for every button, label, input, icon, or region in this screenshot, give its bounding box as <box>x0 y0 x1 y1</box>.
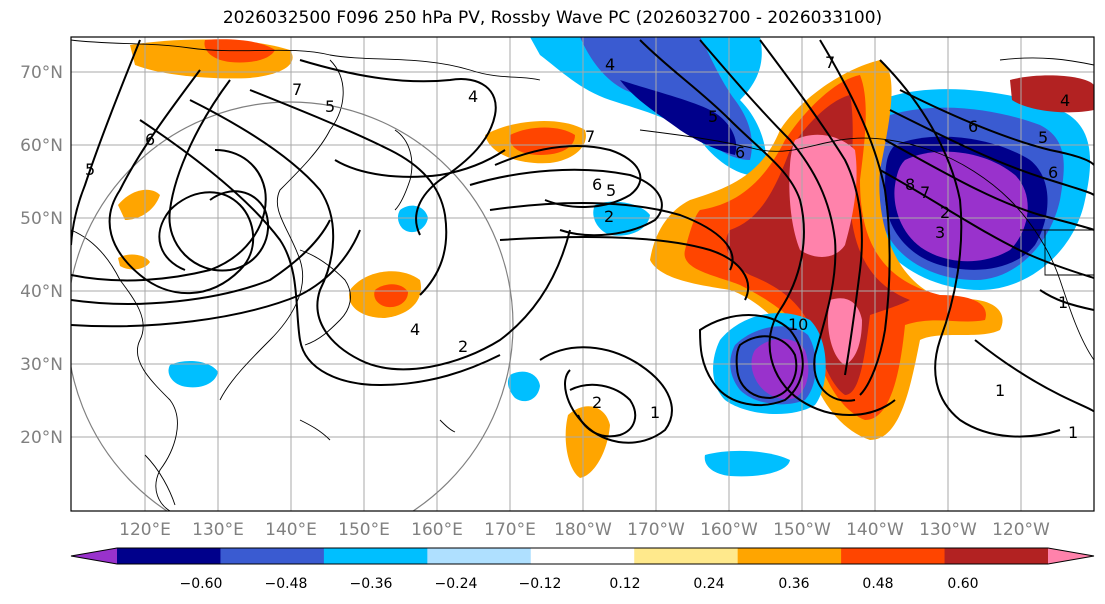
lon-label-160w: 160°W <box>700 520 758 540</box>
contour-label: 1 <box>650 403 660 422</box>
lon-label-140e: 140°E <box>265 520 317 540</box>
colorbar-segment <box>220 548 325 564</box>
colorbar-segment <box>530 548 635 564</box>
colorbar-tick-label: 0.24 <box>693 576 724 592</box>
longitude-labels: 120°E 130°E 140°E 150°E 160°E 170°E 180°… <box>119 520 1050 540</box>
reference-circle <box>71 101 514 511</box>
contour-label: 4 <box>605 55 615 74</box>
positive-anomaly-far-east <box>1010 75 1094 113</box>
contour-labels: 5 6 7 5 4 7 6 5 2 4 2 1 2 1 4 5 6 7 10 8 <box>85 53 1078 442</box>
lon-label-170w: 170°W <box>627 520 685 540</box>
negative-anomaly-japan-small <box>397 205 428 233</box>
lon-label-120w: 120°W <box>992 520 1050 540</box>
colorbar-tick-label: −0.48 <box>265 576 308 592</box>
contour-label: 5 <box>1038 128 1048 147</box>
contour-label: 6 <box>968 117 978 136</box>
contour-label: 5 <box>325 97 335 116</box>
negative-anomaly-east-small <box>704 450 790 477</box>
contour-label: 5 <box>606 181 616 200</box>
lon-label-170e: 170°E <box>484 520 536 540</box>
lat-label-20n: 20°N <box>20 428 63 448</box>
contour-label: 7 <box>292 80 302 99</box>
colorbar-extend-low <box>71 548 117 564</box>
contour-label: 2 <box>592 393 602 412</box>
latitude-labels: 70°N 60°N 50°N 40°N 30°N 20°N <box>20 63 63 448</box>
contour-label: 1 <box>1058 293 1068 312</box>
lon-label-130w: 130°W <box>919 520 977 540</box>
colorbar-tick-label: 0.48 <box>862 576 893 592</box>
contour-label: 4 <box>468 87 478 106</box>
colorbar-tick-labels: −0.60 −0.48 −0.36 −0.24 −0.12 0.12 0.24 … <box>180 576 979 592</box>
contour-label: 7 <box>585 127 595 146</box>
contour-label: 4 <box>1060 91 1070 110</box>
lon-label-150e: 150°E <box>338 520 390 540</box>
colorbar-tick-label: −0.12 <box>519 576 562 592</box>
negative-anomaly-south-small <box>507 371 540 402</box>
negative-anomaly-north-center-core <box>620 80 737 155</box>
contour-label: 3 <box>935 223 945 242</box>
lon-label-130e: 130°E <box>192 520 244 540</box>
colorbar-tick-label: −0.60 <box>180 576 223 592</box>
contour-label: 7 <box>825 53 835 72</box>
colorbar-tick-label: 0.36 <box>778 576 809 592</box>
map-panel: 5 6 7 5 4 7 6 5 2 4 2 1 2 1 4 5 6 7 10 8 <box>70 36 1095 512</box>
negative-anomaly-pacific-small <box>593 201 650 236</box>
positive-anomaly-central-core <box>789 134 857 257</box>
colorbar-outline <box>70 547 1095 565</box>
negative-anomaly-west-small <box>168 360 218 388</box>
contour-label: 1 <box>1068 423 1078 442</box>
colorbar-segment <box>323 548 428 564</box>
colorbar-segment <box>841 548 946 564</box>
contour-label: 5 <box>85 160 95 179</box>
contour-label: 6 <box>145 130 155 149</box>
positive-anomaly-sw-small <box>118 254 150 270</box>
colorbar-tick-label: −0.24 <box>435 576 478 592</box>
colorbar <box>70 547 1095 565</box>
contour-label: 2 <box>604 207 614 226</box>
lon-label-120e: 120°E <box>119 520 171 540</box>
contour-label: 8 <box>905 175 915 194</box>
pv-shading <box>118 37 1094 478</box>
map-frame <box>70 36 1095 512</box>
colorbar-segment <box>634 548 739 564</box>
positive-anomaly-japan-core <box>374 284 408 308</box>
pv-contours <box>71 39 1094 444</box>
contour-label: 6 <box>592 175 602 194</box>
contour-label: 6 <box>1048 163 1058 182</box>
positive-anomaly-pacific-north-core <box>509 127 575 155</box>
contour-label: 1 <box>995 381 1005 400</box>
colorbar-tick-label: 0.60 <box>947 576 978 592</box>
colorbar-segment <box>427 548 532 564</box>
contour-label: 2 <box>940 203 950 222</box>
contour-label: 4 <box>410 320 420 339</box>
contour-label: 5 <box>708 107 718 126</box>
lon-label-160e: 160°E <box>411 520 463 540</box>
lat-label-40n: 40°N <box>20 282 63 302</box>
colorbar-segment <box>737 548 842 564</box>
lat-label-30n: 30°N <box>20 355 63 375</box>
lat-label-70n: 70°N <box>20 63 63 83</box>
colorbar-segment <box>944 548 1049 564</box>
lat-label-60n: 60°N <box>20 136 63 156</box>
colorbar-segment <box>117 548 221 564</box>
colorbar-tick-label: −0.36 <box>350 576 393 592</box>
positive-anomaly-south-pacific <box>565 406 610 478</box>
lon-label-180w: 180°W <box>554 520 612 540</box>
contour-label: 2 <box>458 337 468 356</box>
lon-label-150w: 150°W <box>773 520 831 540</box>
contour-label: 7 <box>920 183 930 202</box>
colorbar-extend-high <box>1048 548 1094 564</box>
map-title: 2026032500 F096 250 hPa PV, Rossby Wave … <box>222 8 883 28</box>
positive-anomaly-west-small <box>118 189 160 220</box>
contour-label: 10 <box>788 315 808 334</box>
lon-label-140w: 140°W <box>846 520 904 540</box>
coastlines <box>71 39 1094 511</box>
colorbar-tick-label: 0.12 <box>609 576 640 592</box>
contour-label: 6 <box>735 143 745 162</box>
lat-label-50n: 50°N <box>20 209 63 229</box>
